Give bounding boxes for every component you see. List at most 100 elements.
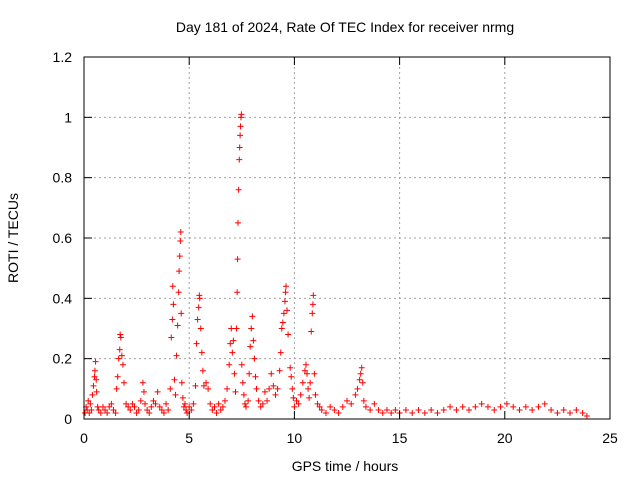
data-point — [362, 403, 369, 410]
data-point — [383, 406, 390, 413]
data-point — [94, 403, 101, 410]
data-point — [280, 310, 287, 317]
data-point — [266, 385, 273, 392]
data-point — [250, 337, 257, 344]
data-point — [198, 349, 205, 356]
data-point — [392, 406, 399, 413]
data-point — [434, 409, 441, 416]
data-point — [177, 238, 184, 245]
data-point — [116, 346, 123, 353]
data-point — [207, 400, 214, 407]
data-point — [186, 403, 193, 410]
data-point — [327, 403, 334, 410]
data-point — [274, 385, 281, 392]
data-point — [85, 397, 92, 404]
data-point — [167, 385, 174, 392]
data-point — [249, 313, 256, 320]
data-point — [311, 370, 318, 377]
tick-layer: 0 0.2 0.4 0.6 0.8 1 1.2 0 5 10 15 20 25 — [53, 49, 618, 446]
data-point — [158, 406, 165, 413]
data-point — [316, 403, 323, 410]
data-point — [367, 406, 374, 413]
data-point — [227, 340, 234, 347]
data-point — [359, 379, 366, 386]
data-point — [415, 406, 422, 413]
data-point — [307, 379, 314, 386]
data-point — [314, 400, 321, 407]
data-point — [491, 406, 498, 413]
data-point — [243, 403, 250, 410]
data-point — [277, 349, 284, 356]
data-point — [194, 316, 201, 323]
data-point — [217, 406, 224, 413]
data-point — [114, 373, 121, 380]
chart-title: Day 181 of 2024, Rate Of TEC Index for r… — [176, 19, 514, 35]
data-point — [573, 406, 580, 413]
data-point — [308, 328, 315, 335]
data-point — [91, 367, 98, 374]
data-point — [301, 367, 308, 374]
data-point — [348, 400, 355, 407]
data-point — [211, 403, 218, 410]
data-point — [180, 403, 187, 410]
data-point — [409, 409, 416, 416]
data-point — [221, 397, 228, 404]
data-point — [99, 403, 106, 410]
data-point — [235, 219, 242, 226]
data-point — [169, 283, 176, 290]
data-point — [228, 325, 235, 332]
data-point — [354, 385, 361, 392]
data-point — [251, 355, 258, 362]
data-point — [137, 397, 144, 404]
data-point — [352, 391, 359, 398]
data-point — [135, 406, 142, 413]
data-point — [239, 379, 246, 386]
data-point — [357, 370, 364, 377]
data-point — [112, 409, 119, 416]
data-point — [232, 388, 239, 395]
y-tick-label: 1.2 — [53, 49, 73, 65]
data-point — [257, 403, 264, 410]
data-point — [554, 409, 561, 416]
data-point — [312, 391, 319, 398]
data-point — [246, 370, 253, 377]
x-tick-label: 25 — [602, 430, 618, 446]
data-point — [282, 283, 289, 290]
data-point — [144, 406, 151, 413]
y-tick-label: 0 — [64, 411, 72, 427]
data-point — [293, 397, 300, 404]
data-point — [548, 406, 555, 413]
data-point — [541, 400, 548, 407]
data-point — [290, 394, 297, 401]
data-point — [169, 316, 176, 323]
data-point — [287, 364, 294, 371]
data-point — [200, 382, 207, 389]
data-point — [95, 406, 102, 413]
data-point — [234, 289, 241, 296]
y-axis-label: ROTI / TECUs — [5, 193, 21, 283]
data-point — [213, 409, 220, 416]
data-point — [272, 391, 279, 398]
data-point — [447, 403, 454, 410]
data-point — [219, 403, 226, 410]
data-point — [93, 376, 100, 383]
data-point — [335, 409, 342, 416]
data-point — [388, 409, 395, 416]
data-point — [428, 406, 435, 413]
data-point — [510, 403, 517, 410]
data-point — [209, 406, 216, 413]
data-point — [356, 376, 363, 383]
data-point — [154, 388, 161, 395]
data-point — [168, 334, 175, 341]
data-point — [237, 132, 244, 139]
data-point — [176, 268, 183, 275]
data-point — [402, 406, 409, 413]
data-point — [90, 382, 97, 389]
data-point — [120, 379, 127, 386]
data-point — [278, 325, 285, 332]
data-point — [299, 379, 306, 386]
data-point — [478, 400, 485, 407]
data-point — [289, 385, 296, 392]
data-point — [302, 361, 309, 368]
data-point — [233, 325, 240, 332]
